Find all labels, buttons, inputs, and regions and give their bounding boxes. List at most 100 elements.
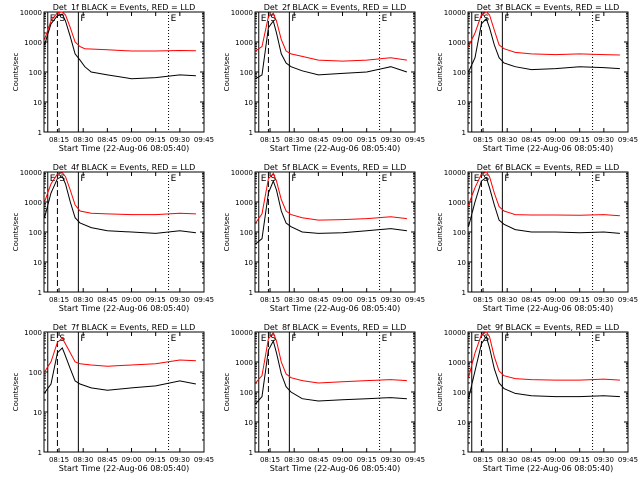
series-line-events [468, 335, 620, 399]
y-tick-label: 10 [244, 259, 253, 267]
x-tick-label: 08:15 [260, 296, 280, 304]
x-tick-label: 09:15 [570, 296, 590, 304]
y-tick-label: 10000 [444, 169, 466, 177]
series-line-lld [255, 12, 407, 62]
marker-label: E [171, 174, 177, 184]
series-line-lld [468, 171, 620, 217]
panel-det-2: Det_2f BLACK = Events, RED = LLD 1 10 100 10… [223, 3, 425, 153]
x-tick-label: 09:00 [545, 456, 565, 464]
marker-label: F [504, 334, 509, 344]
y-tick-label: 1 [38, 449, 42, 457]
series-line-events [468, 17, 620, 73]
marker-label: S [59, 174, 65, 184]
chart-title: Det_7f BLACK = Events, RED = LLD [53, 323, 196, 332]
y-tick-label: 10000 [231, 329, 253, 337]
x-tick-label: 08:45 [97, 296, 117, 304]
x-tick-label: 09:00 [545, 296, 565, 304]
marker-label: E [261, 174, 267, 184]
plot-frame [467, 11, 629, 133]
marker-label: S [270, 334, 276, 344]
x-tick-label: 09:45 [405, 136, 425, 144]
x-tick-label: 08:45 [308, 136, 328, 144]
x-tick-label: 08:30 [284, 456, 304, 464]
x-tick-label: 08:30 [497, 456, 517, 464]
y-tick-label: 10 [33, 99, 42, 107]
chart-title: Det_8f BLACK = Events, RED = LLD [264, 323, 407, 332]
y-tick-label: 1000 [24, 39, 42, 47]
y-axis-label: Counts/sec [436, 53, 444, 92]
x-tick-label: 09:15 [357, 456, 377, 464]
x-tick-label: 09:30 [381, 136, 401, 144]
y-axis-label: Counts/sec [12, 373, 20, 412]
marker-label: E [474, 14, 480, 24]
series-line-lld [44, 11, 196, 52]
marker-label: E [261, 14, 267, 24]
y-tick-label: 100 [240, 229, 253, 237]
x-tick-label: 08:15 [473, 456, 493, 464]
y-tick-label: 10000 [20, 169, 42, 177]
x-axis-label: Start Time (22-Aug-06 08:05:40) [483, 144, 614, 153]
x-tick-label: 09:15 [357, 136, 377, 144]
x-tick-label: 09:30 [381, 296, 401, 304]
x-tick-label: 08:30 [73, 456, 93, 464]
chart-title: Det_1f BLACK = Events, RED = LLD [53, 3, 196, 12]
marker-label: E [50, 334, 56, 344]
y-tick-label: 1 [249, 449, 253, 457]
x-tick-label: 09:45 [194, 456, 214, 464]
y-tick-label: 100 [29, 369, 42, 377]
y-axis-label: Counts/sec [12, 213, 20, 252]
y-tick-label: 1000 [235, 359, 253, 367]
y-tick-label: 10000 [444, 329, 466, 337]
panel-det-6: Det_6f BLACK = Events, RED = LLD 1 10 100 10… [436, 163, 638, 313]
x-axis-label: Start Time (22-Aug-06 08:05:40) [483, 304, 614, 313]
marker-label: S [270, 14, 276, 24]
x-axis-label: Start Time (22-Aug-06 08:05:40) [59, 144, 190, 153]
marker-label: E [595, 334, 601, 344]
x-tick-label: 09:00 [121, 136, 141, 144]
y-tick-label: 100 [29, 229, 42, 237]
y-tick-label: 10000 [444, 9, 466, 17]
marker-label: E [382, 174, 388, 184]
y-tick-label: 100 [240, 69, 253, 77]
x-tick-label: 08:30 [497, 296, 517, 304]
x-tick-label: 08:15 [49, 456, 69, 464]
x-axis-label: Start Time (22-Aug-06 08:05:40) [270, 304, 401, 313]
x-tick-label: 08:30 [497, 136, 517, 144]
y-tick-label: 1000 [448, 199, 466, 207]
x-tick-label: 09:00 [545, 136, 565, 144]
x-tick-label: 09:15 [146, 296, 166, 304]
marker-label: E [474, 174, 480, 184]
marker-label: E [595, 14, 601, 24]
panel-det-9: Det_9f BLACK = Events, RED = LLD 1 10 100 10… [436, 323, 638, 473]
series-line-lld [468, 11, 620, 56]
x-axis-label: Start Time (22-Aug-06 08:05:40) [270, 464, 401, 473]
series-line-lld [44, 337, 196, 373]
marker-label: E [595, 174, 601, 184]
y-tick-label: 1 [462, 129, 466, 137]
x-tick-label: 08:15 [260, 136, 280, 144]
x-tick-label: 09:00 [121, 456, 141, 464]
series-line-lld [255, 172, 407, 224]
x-tick-label: 08:45 [521, 136, 541, 144]
x-tick-label: 08:45 [521, 296, 541, 304]
marker-label: F [291, 334, 296, 344]
x-tick-label: 08:30 [284, 296, 304, 304]
y-tick-label: 10000 [20, 9, 42, 17]
marker-label: S [270, 174, 276, 184]
y-tick-label: 10000 [231, 9, 253, 17]
marker-label: F [80, 14, 85, 24]
marker-label: F [291, 14, 296, 24]
x-tick-label: 08:45 [308, 456, 328, 464]
marker-label: S [59, 14, 65, 24]
marker-label: F [80, 174, 85, 184]
y-axis-label: Counts/sec [12, 53, 20, 92]
series-line-lld [468, 331, 620, 381]
y-tick-label: 1000 [448, 39, 466, 47]
y-tick-label: 10 [457, 419, 466, 427]
panel-det-8: Det_8f BLACK = Events, RED = LLD 1 10 100 10… [223, 323, 425, 473]
x-tick-label: 09:00 [332, 136, 352, 144]
y-tick-label: 10 [457, 259, 466, 267]
series-line-events [44, 346, 196, 394]
series-line-events [255, 19, 408, 80]
